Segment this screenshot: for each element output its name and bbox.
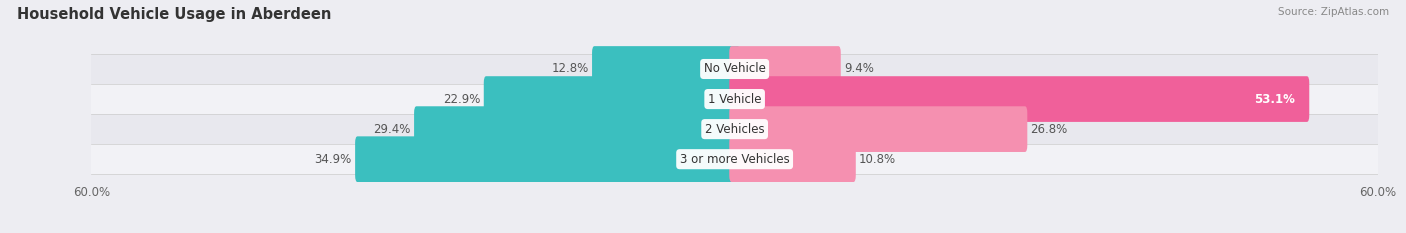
Text: No Vehicle: No Vehicle — [703, 62, 766, 75]
Text: 9.4%: 9.4% — [844, 62, 875, 75]
Text: 53.1%: 53.1% — [1254, 93, 1295, 106]
Bar — [91, 54, 1378, 84]
Text: 22.9%: 22.9% — [443, 93, 481, 106]
Bar — [91, 144, 1378, 174]
Text: 2 Vehicles: 2 Vehicles — [704, 123, 765, 136]
FancyBboxPatch shape — [592, 46, 740, 92]
FancyBboxPatch shape — [730, 136, 856, 182]
Text: 29.4%: 29.4% — [374, 123, 411, 136]
Bar — [91, 114, 1378, 144]
Text: 34.9%: 34.9% — [315, 153, 352, 166]
Text: 12.8%: 12.8% — [551, 62, 589, 75]
FancyBboxPatch shape — [730, 76, 1309, 122]
Text: 1 Vehicle: 1 Vehicle — [707, 93, 762, 106]
FancyBboxPatch shape — [356, 136, 740, 182]
FancyBboxPatch shape — [730, 106, 1028, 152]
FancyBboxPatch shape — [730, 46, 841, 92]
FancyBboxPatch shape — [484, 76, 740, 122]
Text: 3 or more Vehicles: 3 or more Vehicles — [679, 153, 790, 166]
Text: 26.8%: 26.8% — [1031, 123, 1067, 136]
Text: 10.8%: 10.8% — [859, 153, 896, 166]
FancyBboxPatch shape — [415, 106, 740, 152]
Text: Household Vehicle Usage in Aberdeen: Household Vehicle Usage in Aberdeen — [17, 7, 332, 22]
Text: Source: ZipAtlas.com: Source: ZipAtlas.com — [1278, 7, 1389, 17]
Bar — [91, 84, 1378, 114]
